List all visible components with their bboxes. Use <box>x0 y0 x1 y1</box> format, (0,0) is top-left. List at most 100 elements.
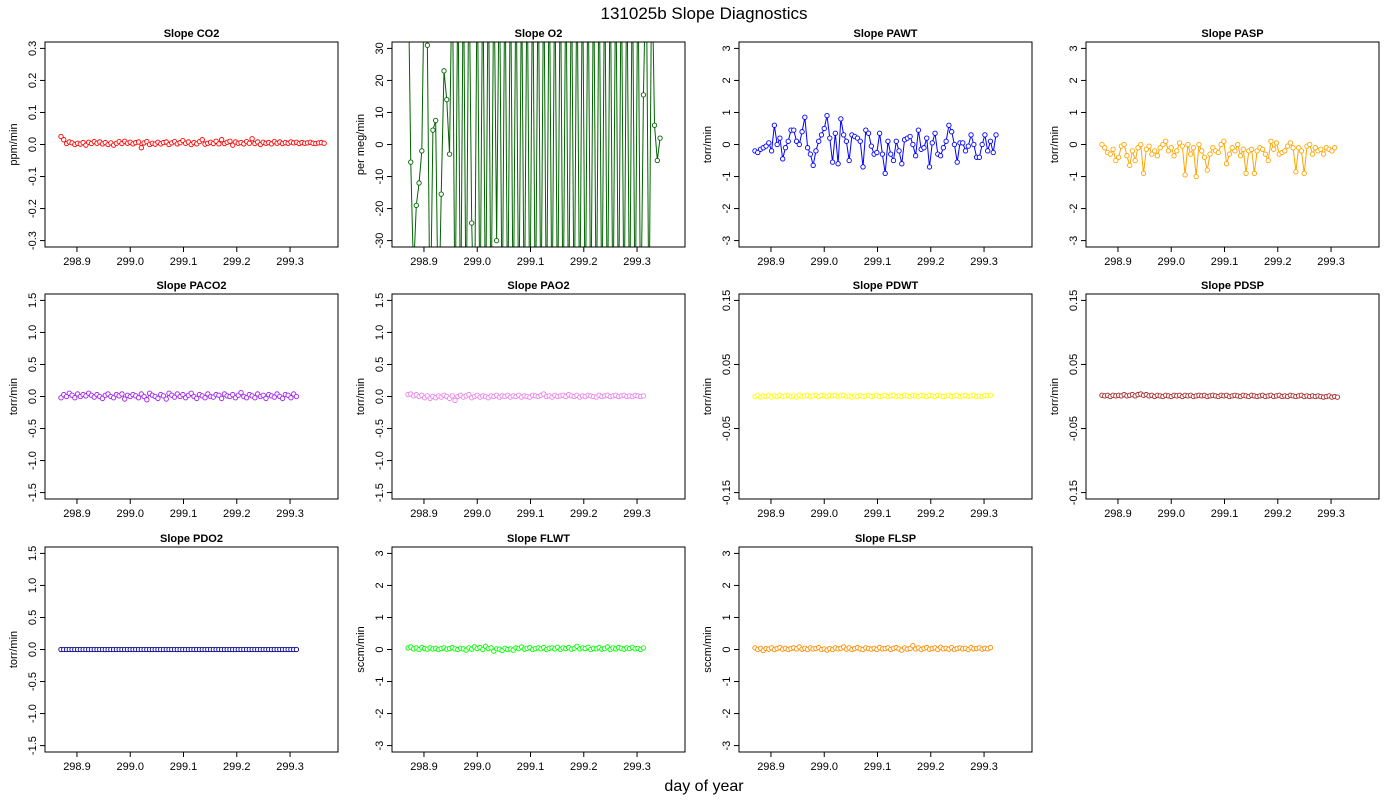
data-point <box>163 396 169 402</box>
data-point <box>1293 169 1299 175</box>
data-point <box>260 392 266 398</box>
y-tick-label: 2 <box>721 582 733 588</box>
data-point <box>1309 151 1316 157</box>
panel-slope-pasp: Slope PASP torr/min -3 -2 -1 0 1 2 3 298.9 299.0 29… <box>1049 28 1380 268</box>
data-point <box>932 130 938 136</box>
series-group <box>58 390 300 403</box>
data-point <box>921 145 927 151</box>
y-tick-label: 3 <box>721 550 733 556</box>
y-tick-label: -0.05 <box>1068 416 1080 441</box>
x-tick-label: 299.3 <box>623 508 651 520</box>
y-tick-label: 20 <box>374 74 386 86</box>
data-point <box>832 130 838 136</box>
panel-slope-pdo2: Slope PDO2 torr/min -1.5 -1.0 -0.5 0.0 0.5 1.0 1… <box>8 533 339 773</box>
data-point <box>216 141 222 147</box>
data-point <box>835 161 841 167</box>
plot-frame <box>391 41 686 248</box>
data-point <box>433 117 439 124</box>
y-tick-label: -0.15 <box>721 480 733 505</box>
data-point <box>1240 146 1246 152</box>
data-point <box>863 127 869 133</box>
data-point <box>1207 151 1213 157</box>
data-point <box>138 145 144 151</box>
data-point <box>488 645 494 651</box>
y-tick-label: 0.2 <box>27 73 39 88</box>
data-point <box>1334 394 1341 400</box>
x-tick-label: 298.9 <box>757 761 785 773</box>
data-point <box>937 153 944 159</box>
y-tick-label: -2 <box>1068 204 1080 214</box>
y-tick-label: -0.1 <box>27 167 39 186</box>
y-tick-label: -1.0 <box>27 704 39 723</box>
data-point <box>993 132 999 138</box>
data-point <box>1232 148 1238 154</box>
y-tick-label: -0.5 <box>27 672 39 691</box>
series-group <box>752 113 999 176</box>
y-tick-label: 0 <box>1068 141 1080 147</box>
y-tick-label: -1.0 <box>27 451 39 470</box>
y-tick-label: 10 <box>374 106 386 118</box>
data-point <box>796 141 802 148</box>
x-tick-label: 298.9 <box>1104 508 1132 520</box>
data-point <box>1160 141 1166 148</box>
plot-frame <box>738 293 1033 500</box>
data-point <box>441 68 447 74</box>
data-point <box>199 137 205 143</box>
data-point <box>791 127 797 133</box>
x-tick-label: 299.2 <box>570 256 598 268</box>
data-point <box>188 390 194 396</box>
data-point <box>943 138 949 144</box>
data-point <box>216 392 222 398</box>
data-point <box>657 135 663 141</box>
y-tick-label: -1 <box>374 677 386 687</box>
data-point <box>929 140 935 146</box>
data-point <box>430 127 436 133</box>
y-tick-label: 1.0 <box>27 325 39 340</box>
data-point <box>1282 148 1288 154</box>
data-point <box>946 122 952 128</box>
data-point <box>1138 141 1144 148</box>
x-tick-label: 299.3 <box>1317 508 1345 520</box>
data-point <box>818 132 825 138</box>
data-point <box>951 141 958 148</box>
data-point <box>1168 145 1174 151</box>
x-tick-label: 299.3 <box>1317 256 1345 268</box>
data-point <box>271 394 277 400</box>
y-tick-label: 0.05 <box>1068 354 1080 375</box>
plot-frame <box>391 293 686 500</box>
y-axis-label: torr/min <box>355 378 367 415</box>
data-point <box>640 645 647 651</box>
data-point <box>763 143 769 149</box>
data-point <box>230 142 236 148</box>
y-axis-label: ppm/min <box>8 123 20 165</box>
data-point <box>821 125 827 132</box>
x-tick-label: 298.9 <box>757 508 785 520</box>
data-point <box>829 159 836 165</box>
x-tick-label: 298.9 <box>63 256 91 268</box>
data-point <box>466 391 472 398</box>
data-point <box>640 92 647 98</box>
data-point <box>1273 140 1280 146</box>
data-point <box>782 145 789 151</box>
panel-title: Slope PAWT <box>854 28 918 40</box>
data-point <box>1171 153 1177 159</box>
data-point <box>860 164 866 170</box>
x-tick-label: 299.0 <box>810 508 838 520</box>
panel-slope-pawt: Slope PAWT torr/min -3 -2 -1 0 1 2 3 298.9 299.0 29… <box>702 28 1033 268</box>
x-tick-label: 299.2 <box>1264 256 1292 268</box>
x-tick-label: 299.3 <box>276 761 304 773</box>
data-point <box>810 162 816 168</box>
y-tick-label: 0 <box>374 141 386 147</box>
data-point <box>1121 141 1127 148</box>
data-point <box>640 393 647 399</box>
panel-title: Slope PDWT <box>853 280 919 292</box>
x-tick-label: 299.0 <box>116 256 144 268</box>
plot-frame <box>738 41 1033 248</box>
data-point <box>1243 170 1249 176</box>
panel-title: Slope FLSP <box>855 533 916 545</box>
data-point <box>58 395 64 401</box>
data-point <box>119 391 125 397</box>
data-point <box>874 149 880 156</box>
x-tick-label: 299.2 <box>917 256 945 268</box>
data-point <box>1229 145 1235 151</box>
